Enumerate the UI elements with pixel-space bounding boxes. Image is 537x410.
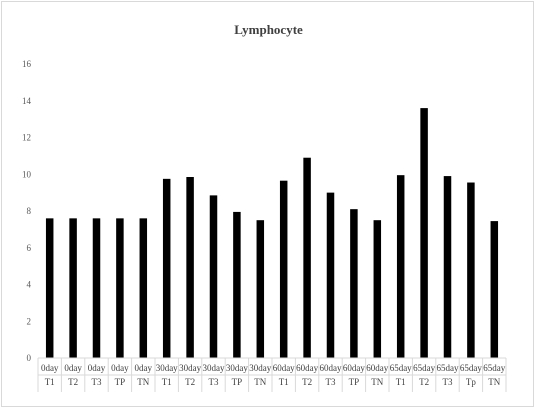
x-tick-label-day: 60day bbox=[296, 363, 318, 373]
bar bbox=[490, 221, 499, 358]
x-tick-label-day: 65day bbox=[390, 363, 412, 373]
x-tick-label-group: T3 bbox=[443, 377, 453, 387]
y-tick-label: 8 bbox=[27, 206, 32, 216]
y-tick-label: 4 bbox=[27, 280, 32, 290]
bar bbox=[69, 218, 77, 358]
x-tick-label-day: 65day bbox=[437, 363, 459, 373]
bar bbox=[139, 218, 148, 358]
bar bbox=[45, 218, 54, 358]
x-tick-label-day: 30day bbox=[156, 363, 178, 373]
x-tick-label-group: T2 bbox=[302, 377, 312, 387]
y-tick-label: 2 bbox=[27, 316, 32, 326]
y-tick-label: 16 bbox=[22, 59, 32, 69]
x-tick-label-day: 30day bbox=[203, 363, 225, 373]
bar bbox=[92, 218, 101, 358]
x-tick-label-group: T3 bbox=[209, 377, 219, 387]
x-tick-label-day: 0day bbox=[88, 363, 106, 373]
x-tick-label-day: 65day bbox=[460, 363, 482, 373]
bar bbox=[162, 178, 171, 358]
bar bbox=[326, 192, 335, 358]
x-tick-label-day: 60day bbox=[343, 363, 365, 373]
bar bbox=[350, 209, 358, 358]
bar-series bbox=[45, 108, 499, 358]
x-tick-label-group: TN bbox=[137, 377, 149, 387]
chart-title: Lymphocyte bbox=[234, 22, 303, 37]
x-tick-label-day: 30day bbox=[249, 363, 271, 373]
x-tick-label-group: T1 bbox=[396, 377, 406, 387]
y-axis-ticks: 0 2 4 6 8 10 12 14 16 bbox=[22, 59, 32, 363]
x-tick-label-day: 60day bbox=[273, 363, 295, 373]
bar bbox=[396, 175, 405, 358]
x-tick-label-day: 65day bbox=[413, 363, 435, 373]
x-tick-label-day: 0day bbox=[41, 363, 59, 373]
x-tick-label-day: 65day bbox=[483, 363, 505, 373]
bar bbox=[467, 182, 475, 358]
x-tick-label-day: 30day bbox=[179, 363, 201, 373]
bar bbox=[279, 180, 288, 358]
x-tick-label-group: TP bbox=[115, 377, 126, 387]
x-tick-label-group: TP bbox=[232, 377, 243, 387]
x-tick-label-day: 30day bbox=[226, 363, 248, 373]
y-tick-label: 12 bbox=[22, 133, 31, 143]
y-tick-label: 0 bbox=[27, 353, 32, 363]
y-tick-label: 10 bbox=[22, 169, 32, 179]
x-tick-label-day: 60day bbox=[366, 363, 388, 373]
bar bbox=[420, 108, 428, 358]
bar bbox=[256, 220, 265, 358]
bar bbox=[373, 220, 382, 358]
bar bbox=[233, 211, 241, 358]
x-tick-label-group: T2 bbox=[419, 377, 429, 387]
x-tick-label-group: TN bbox=[371, 377, 383, 387]
x-tick-label-group: T1 bbox=[279, 377, 289, 387]
x-tick-label-group: T1 bbox=[162, 377, 172, 387]
bar bbox=[303, 157, 311, 358]
x-tick-label-day: 0day bbox=[111, 363, 129, 373]
x-tick-label-group: Tp bbox=[466, 377, 476, 387]
x-axis: 0day T1 0day T2 0day T3 0day TP 0day TN 30day T1 30d… bbox=[37, 357, 507, 392]
x-tick-label-group: T3 bbox=[92, 377, 102, 387]
x-tick-label-group: TN bbox=[254, 377, 266, 387]
x-tick-label-group: T2 bbox=[68, 377, 78, 387]
bar bbox=[186, 177, 194, 358]
x-tick-label-group: TN bbox=[488, 377, 500, 387]
y-tick-label: 6 bbox=[27, 243, 32, 253]
x-tick-label-group: TP bbox=[349, 377, 360, 387]
x-tick-label-day: 60day bbox=[320, 363, 342, 373]
x-tick-label-group: T2 bbox=[185, 377, 195, 387]
x-tick-label-group: T3 bbox=[326, 377, 336, 387]
x-tick-label-group: T1 bbox=[45, 377, 55, 387]
bar bbox=[116, 218, 124, 358]
x-tick-label-day: 0day bbox=[64, 363, 82, 373]
y-tick-label: 14 bbox=[22, 96, 32, 106]
bar bbox=[209, 195, 218, 358]
bar bbox=[443, 176, 452, 358]
x-tick-label-day: 0day bbox=[135, 363, 153, 373]
